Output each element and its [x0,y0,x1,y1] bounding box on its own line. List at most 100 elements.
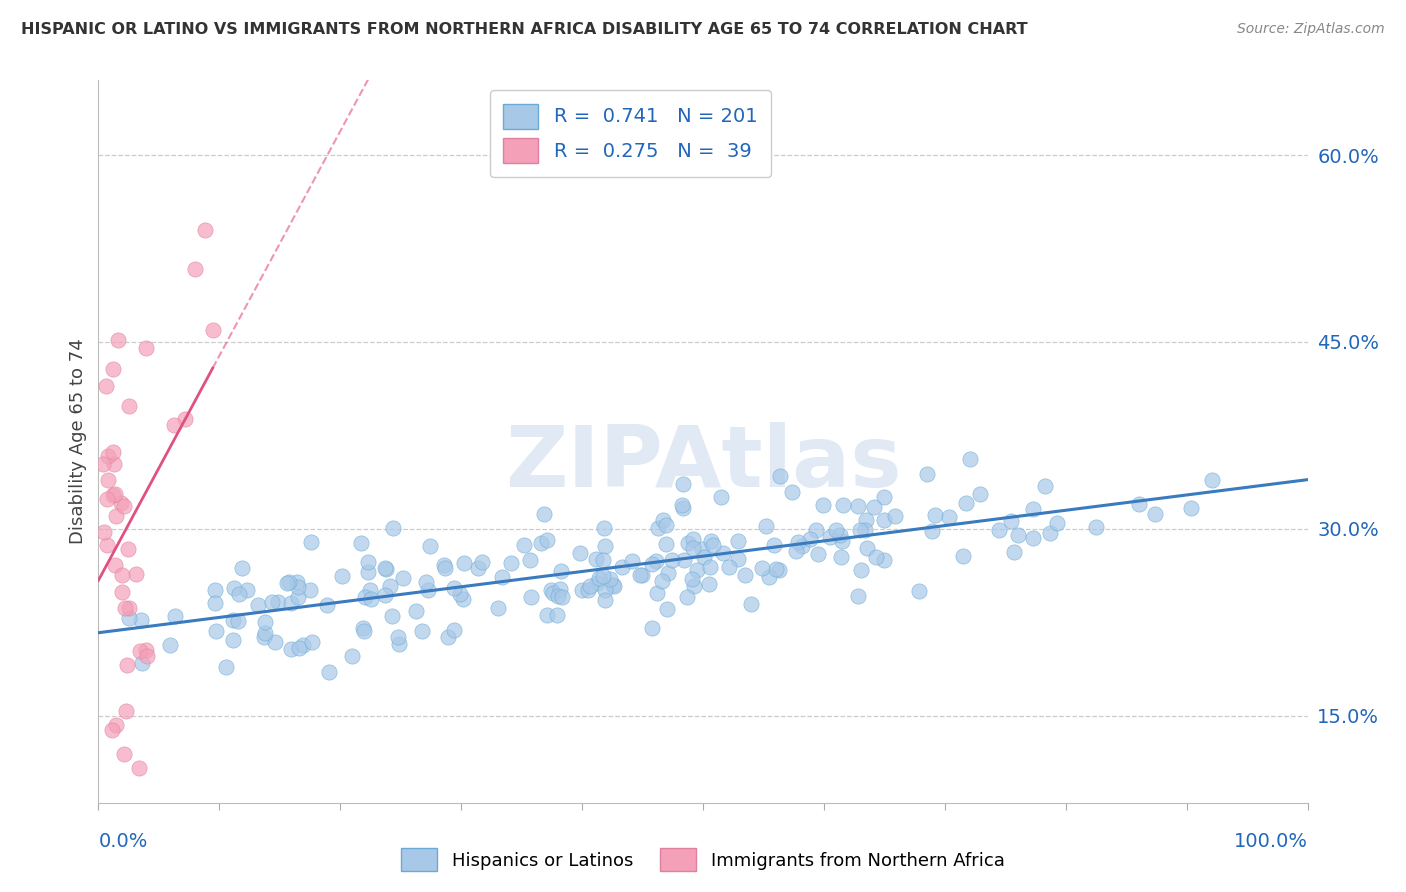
Point [628,568,651,582]
Point [856,541,879,556]
Text: Source: ZipAtlas.com: Source: ZipAtlas.com [1237,22,1385,37]
Point [260,595,283,609]
Legend: R =  0.741   N = 201, R =  0.275   N =  39: R = 0.741 N = 201, R = 0.275 N = 39 [489,90,770,177]
Text: 100.0%: 100.0% [1233,831,1308,851]
Point [585,576,607,591]
Point [215,660,238,674]
Point [224,581,246,595]
Point [807,547,830,561]
Point [253,630,276,644]
Point [1180,501,1202,516]
Point [381,609,404,624]
Point [135,642,157,657]
Point [330,568,353,582]
Point [159,638,181,652]
Text: HISPANIC OR LATINO VS IMMIGRANTS FROM NORTHERN AFRICA DISABILITY AGE 65 TO 74 CO: HISPANIC OR LATINO VS IMMIGRANTS FROM NO… [21,22,1028,37]
Point [952,549,974,563]
Point [825,523,848,537]
Point [655,518,678,533]
Point [359,582,381,597]
Point [112,747,135,762]
Point [699,560,721,574]
Point [254,625,277,640]
Point [988,523,1011,537]
Point [204,597,226,611]
Point [690,541,713,556]
Point [184,261,207,276]
Point [443,623,465,637]
Point [1046,516,1069,531]
Point [318,665,340,679]
Point [118,601,141,615]
Point [453,556,475,570]
Point [593,539,616,553]
Point [360,591,382,606]
Point [267,595,290,609]
Point [678,536,700,550]
Point [418,582,440,597]
Point [602,578,624,592]
Point [830,528,852,542]
Point [135,648,157,663]
Point [443,581,465,595]
Point [641,621,664,635]
Point [955,496,977,510]
Text: 0.0%: 0.0% [98,831,148,851]
Point [533,507,555,521]
Point [451,591,474,606]
Point [685,562,707,576]
Point [291,639,314,653]
Point [491,569,513,583]
Point [104,487,127,501]
Point [541,585,564,599]
Point [645,586,668,600]
Point [592,569,614,583]
Point [128,761,150,775]
Point [530,536,553,550]
Point [415,575,437,590]
Point [811,498,834,512]
Point [387,630,409,644]
Point [780,485,803,500]
Point [105,718,128,732]
Y-axis label: Disability Age 65 to 74: Disability Age 65 to 74 [69,339,87,544]
Point [486,601,509,615]
Point [548,582,571,596]
Point [97,473,120,487]
Point [595,593,617,607]
Point [125,566,148,581]
Point [352,621,374,635]
Point [593,583,616,598]
Point [740,597,762,611]
Point [755,518,778,533]
Point [340,648,363,663]
Point [411,624,433,638]
Point [1002,545,1025,559]
Point [433,558,456,573]
Legend: Hispanics or Latinos, Immigrants from Northern Africa: Hispanics or Latinos, Immigrants from No… [394,841,1012,879]
Point [908,584,931,599]
Point [103,457,125,471]
Point [672,552,695,566]
Point [717,560,740,574]
Point [830,550,852,565]
Point [353,624,375,638]
Point [298,582,321,597]
Point [592,553,614,567]
Point [437,630,460,644]
Point [276,575,298,590]
Point [405,604,427,618]
Point [644,554,666,568]
Point [96,538,118,552]
Point [110,585,132,599]
Point [641,557,664,571]
Point [652,513,675,527]
Point [593,521,616,535]
Point [786,535,808,549]
Point [513,537,536,551]
Point [280,596,302,610]
Point [1000,514,1022,528]
Point [551,590,574,604]
Point [471,555,494,569]
Point [831,498,853,512]
